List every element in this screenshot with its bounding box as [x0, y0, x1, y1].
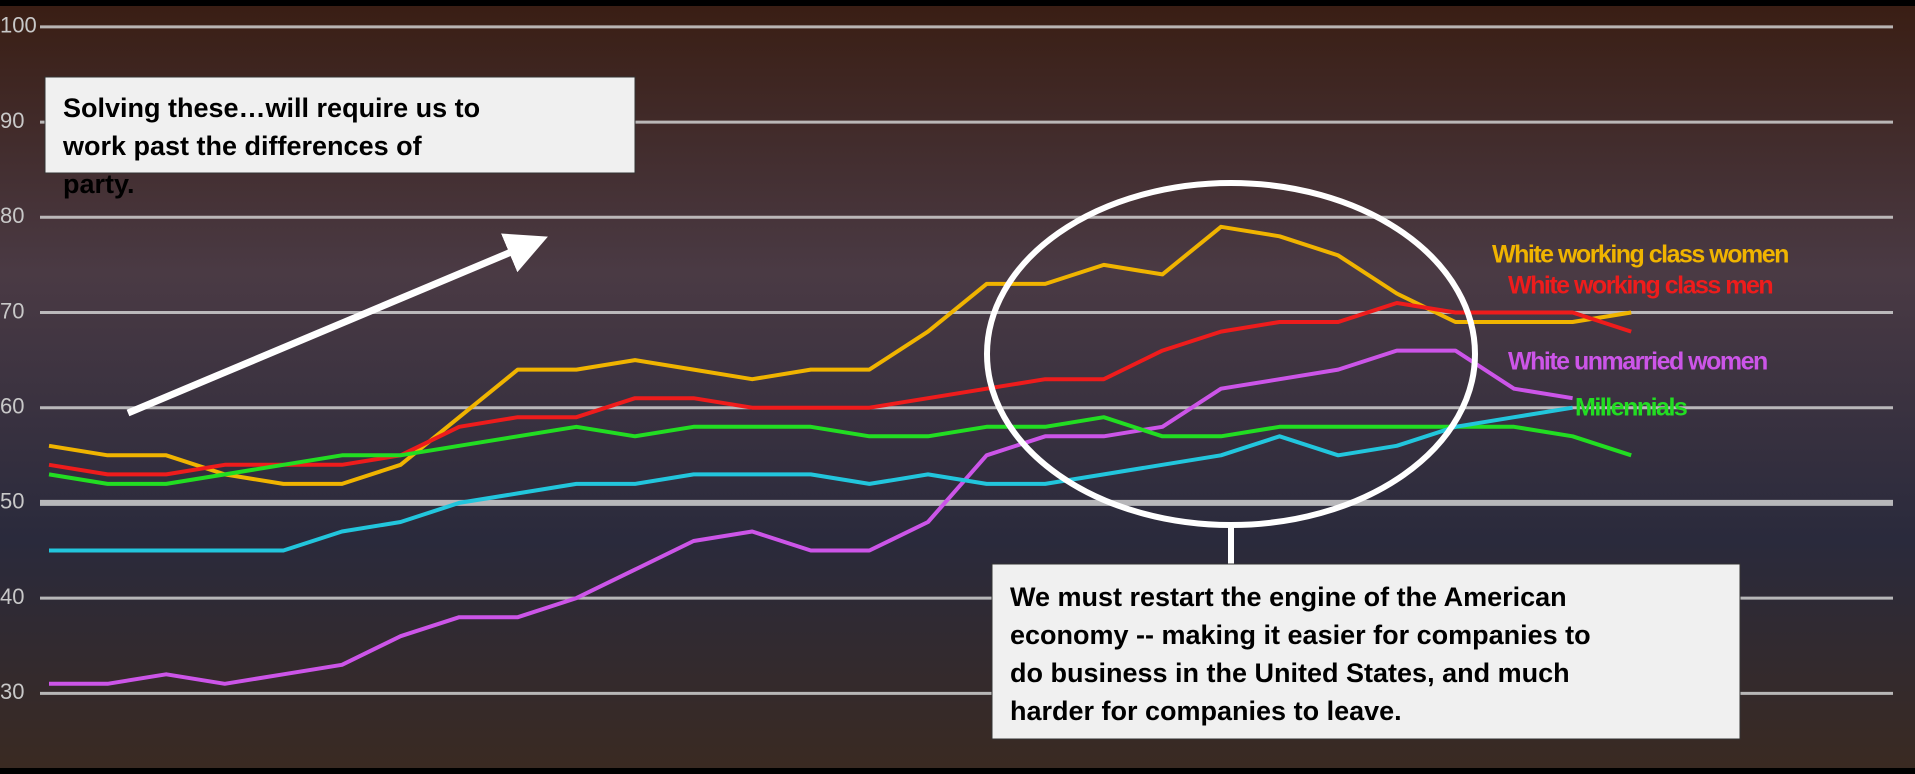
y-tick-label: 30 — [0, 679, 24, 704]
y-tick-label: 90 — [0, 108, 24, 133]
y-tick-label: 100 — [0, 13, 37, 38]
chart: 30405060708090100 Solving these…will req… — [0, 0, 1915, 774]
y-tick-label: 50 — [0, 489, 24, 514]
page: {"chart_data": {"type": "line", "categor… — [0, 0, 1915, 774]
legend-label: White working class men — [1508, 272, 1772, 300]
y-tick-label: 70 — [0, 298, 24, 323]
legend-label: White working class women — [1492, 241, 1788, 269]
legend-label: Millennials — [1575, 394, 1687, 422]
y-tick-label: 80 — [0, 203, 24, 228]
legend-label: White unmarried women — [1508, 348, 1767, 376]
y-tick-label: 60 — [0, 394, 24, 419]
y-tick-label: 40 — [0, 584, 24, 609]
